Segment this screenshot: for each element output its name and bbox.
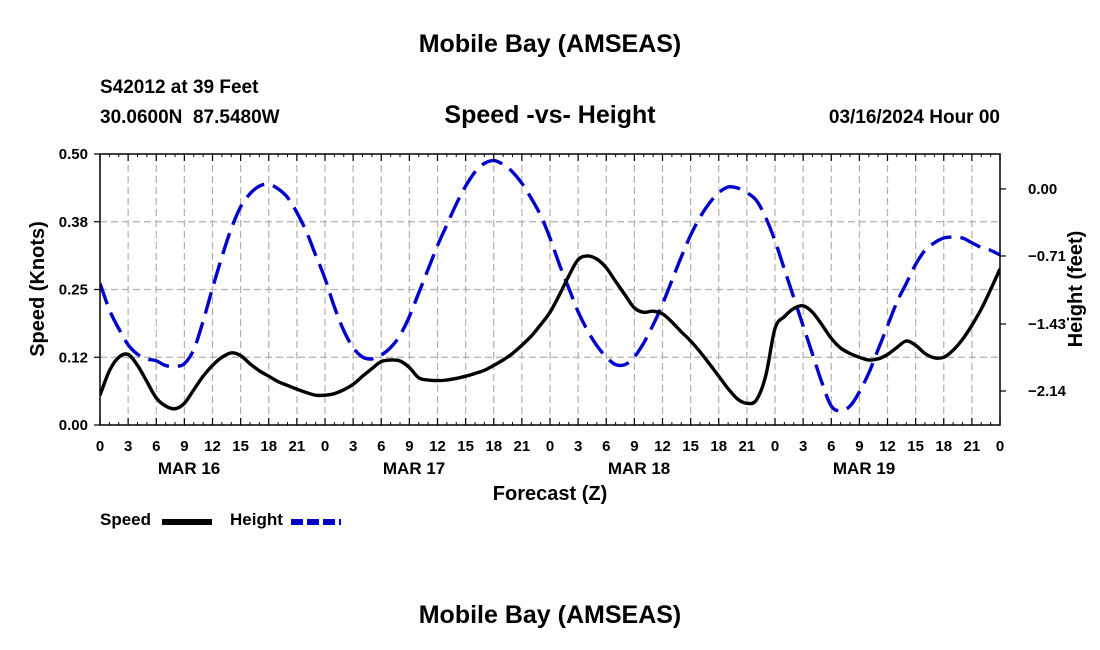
x-tick-label: 21 <box>964 438 981 455</box>
day-label: MAR 19 <box>833 459 895 478</box>
legend: Speed Height <box>100 510 400 534</box>
day-label: MAR 18 <box>608 459 670 478</box>
x-tick-label: 18 <box>710 438 727 455</box>
x-tick-label: 12 <box>429 438 446 455</box>
x-tick-label: 21 <box>289 438 306 455</box>
x-tick-label: 9 <box>405 438 413 455</box>
x-tick-label: 18 <box>485 438 502 455</box>
y-tick-label: 0.38 <box>59 214 88 231</box>
x-tick-label: 9 <box>180 438 188 455</box>
forecast-date: 03/16/2024 Hour 00 <box>828 107 1000 128</box>
x-tick-label: 21 <box>739 438 756 455</box>
x-tick-label: 15 <box>457 438 474 455</box>
speed-height-chart: 0 3 6 9 12 15 18 21 0 3 6 9 12 15 18 21 0 3 6 9 12 15 18 21 0 3 6 9… <box>27 146 1087 505</box>
x-tick-label: 3 <box>574 438 582 455</box>
day-label: MAR 17 <box>383 459 445 478</box>
x-tick-label: 3 <box>124 438 132 455</box>
y2-tick-label: −2.14 <box>1028 383 1067 400</box>
x-tick-label: 9 <box>630 438 638 455</box>
y2-axis-label: Height (feet) <box>1065 231 1087 348</box>
x-tick-label: 0 <box>546 438 554 455</box>
x-tick-label: 12 <box>204 438 221 455</box>
bottom-title: Mobile Bay (AMSEAS) <box>418 601 682 629</box>
x-axis-label: Forecast (Z) <box>493 483 607 505</box>
x-tick-label: 6 <box>377 438 385 455</box>
x-tick-label: 15 <box>682 438 699 455</box>
x-tick-label: 6 <box>602 438 610 455</box>
x-tick-label: 18 <box>260 438 277 455</box>
x-tick-label: 9 <box>855 438 863 455</box>
axis-layer: 0 3 6 9 12 15 18 21 0 3 6 9 12 15 18 21 0 3 6 9 12 15 18 21 0 3 6 9… <box>59 146 1067 478</box>
series-line-height <box>100 158 1000 413</box>
x-tick-label: 15 <box>232 438 249 455</box>
y2-tick-label: 0.00 <box>1028 181 1057 198</box>
y-tick-label: 0.12 <box>59 349 88 366</box>
y2-tick-label: −0.71 <box>1028 248 1066 265</box>
legend-height-label: Height <box>230 510 283 529</box>
grid-layer <box>100 154 1000 425</box>
y-tick-label: 0.00 <box>59 417 88 434</box>
x-tick-label: 6 <box>827 438 835 455</box>
page-title: Mobile Bay (AMSEAS) <box>418 30 682 58</box>
x-tick-label: 6 <box>152 438 160 455</box>
station-coords: 30.0600N 87.5480W <box>100 107 280 128</box>
x-tick-label: 12 <box>654 438 671 455</box>
station-id: S42012 at 39 Feet <box>100 77 259 98</box>
x-tick-label: 0 <box>96 438 104 455</box>
y-tick-label: 0.25 <box>59 282 88 299</box>
x-tick-label: 0 <box>996 438 1004 455</box>
series-layer <box>100 158 1000 413</box>
y-axis-label: Speed (Knots) <box>27 221 49 357</box>
x-tick-label: 3 <box>799 438 807 455</box>
x-tick-label: 15 <box>907 438 924 455</box>
legend-height-swatch <box>291 519 341 525</box>
chart-title: Speed -vs- Height <box>444 101 656 129</box>
legend-speed-label: Speed <box>100 510 152 529</box>
x-tick-label: 21 <box>514 438 531 455</box>
series-line-speed <box>100 254 1000 411</box>
y-tick-label: 0.50 <box>59 146 88 163</box>
x-tick-label: 12 <box>879 438 896 455</box>
x-tick-label: 18 <box>935 438 952 455</box>
y2-tick-label: −1.43 <box>1028 316 1066 333</box>
x-tick-label: 0 <box>321 438 329 455</box>
day-label: MAR 16 <box>158 459 220 478</box>
x-tick-label: 3 <box>349 438 357 455</box>
legend-speed-swatch <box>162 519 212 525</box>
x-tick-label: 0 <box>771 438 779 455</box>
